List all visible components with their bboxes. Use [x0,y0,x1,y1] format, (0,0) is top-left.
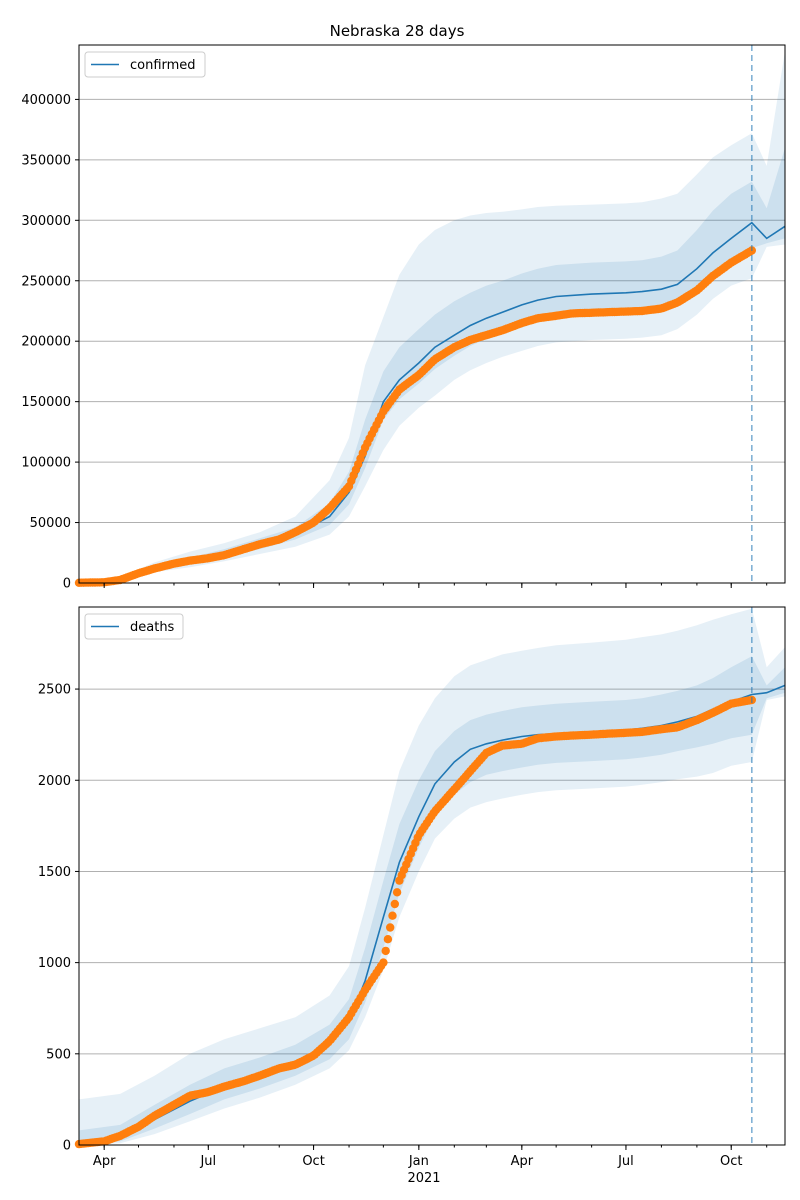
y-tick-label: 350000 [21,153,71,168]
y-tick-label: 2500 [38,683,71,698]
legend-box [84,51,206,78]
x-tick-label: Oct [302,1154,324,1169]
observed-point [390,899,399,909]
plot-frame [78,44,786,584]
legend-label: confirmed [130,58,196,73]
deaths-panel: 0 500 1000 1500 2000 2500 Apr Jul Oct Jan Apr Jul Oc… [38,606,786,1169]
y-tick-label: 100000 [21,456,71,471]
confirmed-panel: 0 50000 100000 150000 200000 250000 300000 3500… [21,44,786,592]
observed-point [379,958,388,967]
inner-interval-band [79,656,785,1145]
x-tick-label: Apr [93,1154,116,1169]
plot-frame [78,606,786,1146]
y-tick-label: 500 [46,1047,71,1062]
y-tick-label: 2000 [38,774,71,789]
observed-point [388,911,397,920]
y-tick-label: 400000 [21,93,71,108]
x-tick-label: Oct [720,1154,742,1169]
x-tick-label: Apr [511,1154,534,1169]
x-tick-label: Jan [408,1154,429,1169]
y-tick-label: 0 [63,1139,71,1154]
outer-interval-band [79,51,785,583]
y-tick-label: 250000 [21,274,71,289]
x-tick-label: Jul [199,1154,216,1169]
y-tick-label: 200000 [21,335,71,350]
observed-point [392,888,402,897]
observed-point [386,923,395,932]
legend: deaths [84,613,184,640]
y-tick-label: 300000 [21,214,71,229]
legend-box [84,613,184,640]
legend: confirmed [84,51,206,78]
year-label: 2021 [407,1171,440,1186]
legend-label: deaths [130,620,175,635]
observed-point [381,946,390,956]
outer-interval-band [79,608,785,1145]
y-tick-label: 1000 [38,956,71,971]
x-tick-label: Jul [617,1154,634,1169]
chart-title: Nebraska 28 days [330,22,465,40]
y-tick-label: 150000 [21,395,71,410]
observed-point [383,935,393,944]
y-tick-label: 50000 [30,516,71,531]
y-tick-label: 1500 [38,865,71,880]
y-tick-label: 0 [63,577,71,592]
